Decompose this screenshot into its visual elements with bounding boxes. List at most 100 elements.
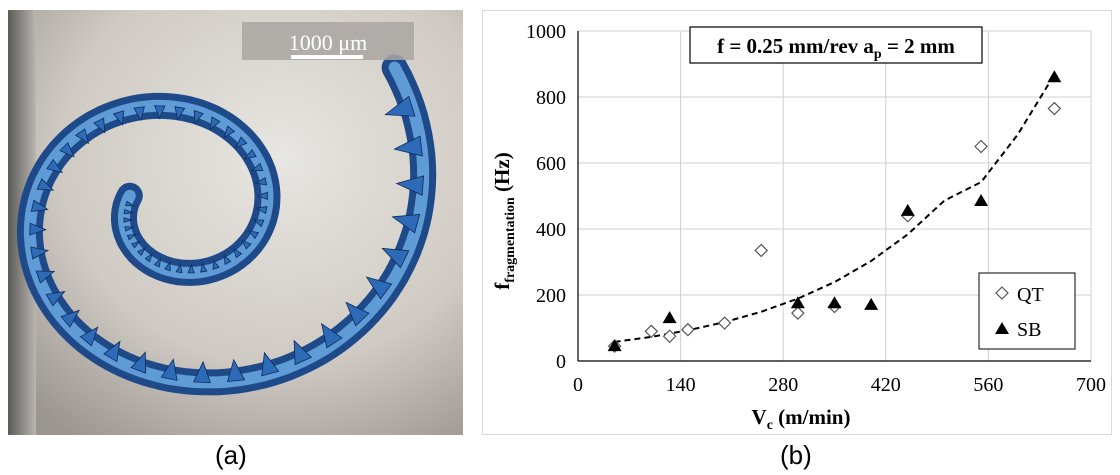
chip-serration xyxy=(59,142,75,158)
chip-serration xyxy=(381,247,410,269)
chip-serration xyxy=(154,105,166,120)
legend-qt-marker xyxy=(995,286,1009,300)
point-sb xyxy=(827,296,842,309)
chip-serration xyxy=(45,290,66,307)
caption-b: (b) xyxy=(780,440,812,470)
chip-serration xyxy=(93,117,106,134)
chip-serration xyxy=(124,226,135,232)
chip-serration xyxy=(223,254,232,266)
chip-serration xyxy=(174,106,186,121)
y-tick-label: 400 xyxy=(536,219,566,241)
chip-photo: 1000 μm xyxy=(8,10,463,435)
chip-serration xyxy=(112,110,125,126)
scale-bar-box xyxy=(242,22,414,60)
chip-serration xyxy=(256,191,268,201)
chip-serration xyxy=(384,95,416,117)
point-sb xyxy=(790,296,805,309)
chip-serration xyxy=(60,309,81,328)
chip-serration xyxy=(29,222,48,236)
chip-serration xyxy=(223,125,236,139)
scale-bar-label: 1000 μm xyxy=(289,30,367,55)
y-tick-label: 0 xyxy=(556,351,566,373)
y-tick-label: 200 xyxy=(536,285,566,307)
x-tick-label: 700 xyxy=(1076,374,1106,396)
chip-micrograph: 1000 μm xyxy=(8,10,463,435)
chip-serration xyxy=(103,340,121,363)
point-qt xyxy=(754,243,769,258)
point-sb xyxy=(974,193,989,206)
y-tick-label: 800 xyxy=(536,87,566,109)
chip-serration xyxy=(254,177,268,186)
scale-bar xyxy=(291,55,363,59)
chip-spiral xyxy=(16,54,437,396)
chip-serration xyxy=(253,219,265,228)
point-sb xyxy=(900,203,915,216)
y-axis-label: ffragmentation (Hz) xyxy=(490,152,518,289)
data-points xyxy=(607,70,1062,353)
tick-labels: 0 140 280 420 560 700 0 200 400 600 800 1000 xyxy=(526,21,1106,396)
chip-serration xyxy=(365,276,393,300)
caption-a: (a) xyxy=(215,440,247,470)
point-qt xyxy=(662,329,677,344)
point-sb xyxy=(607,339,622,352)
chip-serration xyxy=(153,257,162,268)
chip-serration xyxy=(126,233,137,241)
chip-serration xyxy=(46,158,64,174)
legend-sb-marker xyxy=(995,322,1009,334)
chip-serration xyxy=(160,358,178,381)
x-tick-label: 560 xyxy=(973,374,1003,396)
chip-serration xyxy=(393,135,423,157)
chart-title: f = 0.25 mm/rev ap = 2 mm xyxy=(717,34,955,62)
x-tick-label: 420 xyxy=(871,374,901,396)
chip-serration xyxy=(255,206,268,215)
point-qt xyxy=(644,324,659,339)
point-qt xyxy=(974,139,988,154)
chip-serration xyxy=(187,263,195,274)
legend: QT SB xyxy=(978,272,1076,350)
point-sb xyxy=(864,297,879,310)
x-tick-label: 140 xyxy=(666,374,696,396)
chip-serration xyxy=(241,239,252,250)
chip-serration xyxy=(226,358,246,383)
chip-serration xyxy=(321,322,343,349)
chip-serration xyxy=(123,208,134,215)
y-tick-label: 600 xyxy=(536,153,566,175)
axes xyxy=(577,31,1091,362)
legend-sb-label: SB xyxy=(1017,319,1041,341)
chip-serration xyxy=(30,246,50,260)
point-qt xyxy=(1047,101,1062,116)
chip-serration xyxy=(244,148,257,160)
chip-serration xyxy=(175,263,183,274)
chip-serration xyxy=(144,252,153,263)
chip-serration xyxy=(391,213,421,234)
chip-serration xyxy=(200,262,208,273)
chip-serration xyxy=(248,230,260,240)
chip-serration xyxy=(164,261,171,272)
chip-serration xyxy=(35,270,56,284)
chip-serration xyxy=(233,248,243,259)
chip-serration xyxy=(131,240,141,249)
chip-serration xyxy=(395,175,425,196)
point-qt xyxy=(791,306,805,320)
chip-serration xyxy=(125,200,136,207)
x-axis-label: Vc (m/min) xyxy=(752,405,851,433)
chip-serration xyxy=(261,351,280,377)
chip-serration xyxy=(193,360,211,384)
chip-serration xyxy=(250,162,264,172)
chart-panel: 0 140 280 420 560 700 0 200 400 600 800 1000 f = 0.… xyxy=(482,10,1112,435)
chip-serration xyxy=(193,109,204,125)
x-tick-label: 280 xyxy=(768,374,798,396)
point-sb xyxy=(1047,70,1062,83)
point-sb xyxy=(662,311,677,324)
point-qt xyxy=(681,322,695,337)
legend-box xyxy=(978,272,1076,350)
chip-serration xyxy=(79,326,99,347)
chip-serration xyxy=(133,106,145,122)
chip-serration xyxy=(30,199,49,212)
point-qt xyxy=(717,316,732,330)
chart-title-box xyxy=(689,26,983,64)
chip-serration xyxy=(212,259,220,270)
x-tick-label: 0 xyxy=(573,374,583,396)
chip-serration xyxy=(293,339,313,366)
chip-serration xyxy=(36,178,55,191)
